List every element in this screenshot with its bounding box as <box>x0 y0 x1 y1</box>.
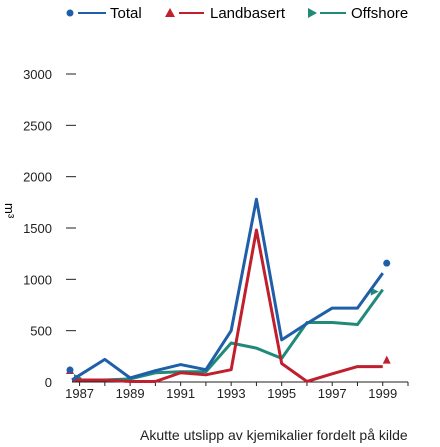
legend-item-total: Total <box>66 5 142 22</box>
series-line-landbasert <box>72 228 383 383</box>
data-point-offshore <box>370 287 379 296</box>
y-tick-label: 3000 <box>23 67 52 82</box>
x-tick-label: 1995 <box>267 386 296 401</box>
y-axis: 0 500 1000 1500 2000 2500 3000 <box>23 67 76 390</box>
legend-marker-offshore <box>308 8 317 18</box>
legend-marker-total <box>66 9 74 17</box>
x-tick-label: 1999 <box>368 386 397 401</box>
y-tick-label: 1000 <box>23 272 52 287</box>
legend-label-landbasert: Landbasert <box>210 5 286 22</box>
series-lines <box>66 197 391 383</box>
legend: Total Landbasert Offshore <box>66 5 408 22</box>
legend-marker-landbasert <box>165 8 175 17</box>
y-tick-label: 500 <box>30 324 52 339</box>
x-tick-label: 1997 <box>318 386 347 401</box>
y-axis-label: m³ <box>2 203 17 219</box>
x-tick-label: 1993 <box>217 386 246 401</box>
y-tick-label: 2500 <box>23 118 52 133</box>
y-tick-label: 2000 <box>23 170 52 185</box>
legend-label-total: Total <box>110 5 142 22</box>
data-point-landbasert <box>382 355 391 364</box>
x-tick-label: 1987 <box>65 386 94 401</box>
chart-caption: Akutte utslipp av kjemikalier fordelt på… <box>140 427 408 443</box>
data-point-total <box>383 259 391 267</box>
legend-item-landbasert: Landbasert <box>165 5 286 22</box>
y-tick-label: 0 <box>45 375 52 390</box>
legend-label-offshore: Offshore <box>351 5 408 22</box>
legend-item-offshore: Offshore <box>308 5 408 22</box>
x-tick-label: 1989 <box>116 386 145 401</box>
series-line-total <box>71 197 384 382</box>
data-point-total <box>66 366 74 374</box>
y-tick-label: 1500 <box>23 221 52 236</box>
x-tick-label: 1991 <box>166 386 195 401</box>
x-axis: 1987 1989 1991 1993 1995 1997 1999 <box>65 381 409 401</box>
